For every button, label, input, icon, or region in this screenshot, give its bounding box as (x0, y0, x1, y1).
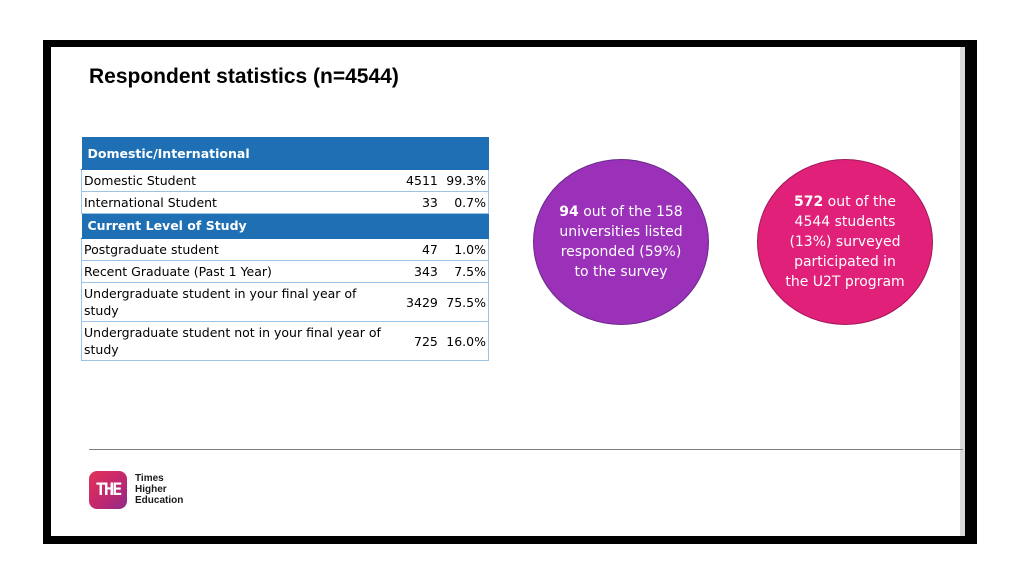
table-row: Undergraduate student not in your final … (80, 321, 489, 361)
row-label: Recent Graduate (Past 1 Year) (80, 260, 392, 283)
row-count: 3429 (391, 282, 440, 322)
slide-frame: Respondent statistics (n=4544) Domestic/… (43, 40, 977, 544)
table-row: Recent Graduate (Past 1 Year) 343 7.5% (80, 260, 489, 283)
students-circle: 572 out of the 4544 students (13%) surve… (757, 159, 933, 325)
row-label: Undergraduate student not in your final … (80, 321, 392, 361)
table-row: Undergraduate student in your final year… (80, 282, 489, 322)
table-section-header: Domestic/International (81, 137, 489, 170)
students-circle-text: 572 out of the 4544 students (13%) surve… (782, 192, 908, 292)
row-count: 725 (391, 321, 440, 361)
slide-edge (960, 47, 965, 536)
table-row: Postgraduate student 47 1.0% (80, 238, 489, 261)
section-header-domestic: Domestic/International (81, 137, 489, 170)
brand-line-2: Higher (135, 484, 167, 495)
brand-line-3: Education (135, 495, 184, 506)
table-row: International Student 33 0.7% (80, 191, 489, 214)
row-label: Domestic Student (80, 169, 392, 192)
row-percent: 16.0% (439, 321, 489, 361)
universities-circle: 94 out of the 158 universities listed re… (533, 159, 709, 325)
row-count: 33 (391, 191, 440, 214)
universities-circle-text: 94 out of the 158 universities listed re… (558, 202, 684, 282)
section-header-level: Current Level of Study (81, 213, 489, 239)
brand-line-1: Times (135, 473, 164, 484)
row-count: 4511 (391, 169, 440, 192)
footer-divider (89, 449, 963, 450)
row-count: 47 (391, 238, 440, 261)
row-percent: 7.5% (439, 260, 489, 283)
slide: Respondent statistics (n=4544) Domestic/… (51, 47, 965, 536)
row-percent: 75.5% (439, 282, 489, 322)
the-logo-icon: THE (89, 471, 127, 509)
respondent-table: Domestic/International Domestic Student … (80, 137, 489, 361)
row-percent: 0.7% (439, 191, 489, 214)
brand-name: Times Higher Education (135, 473, 183, 506)
students-description: out of the 4544 students (13%) surveyed … (785, 194, 905, 290)
slide-title: Respondent statistics (n=4544) (89, 65, 399, 88)
row-count: 343 (391, 260, 440, 283)
students-highlight: 572 (794, 194, 824, 210)
universities-description: out of the 158 universities listed respo… (559, 204, 683, 280)
table-section-header: Current Level of Study (81, 213, 489, 239)
row-label: Undergraduate student in your final year… (80, 282, 392, 322)
table-row: Domestic Student 4511 99.3% (80, 169, 489, 192)
row-percent: 1.0% (439, 238, 489, 261)
universities-highlight: 94 (559, 204, 579, 220)
row-percent: 99.3% (439, 169, 489, 192)
row-label: International Student (80, 191, 392, 214)
row-label: Postgraduate student (80, 238, 392, 261)
